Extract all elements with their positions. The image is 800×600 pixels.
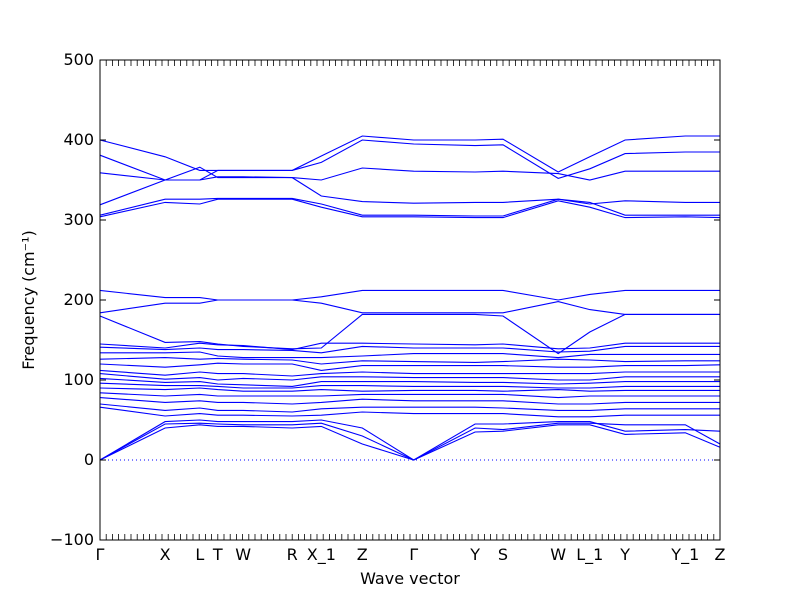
band-line [99,139,720,181]
y-tick-label: 500 [63,50,94,69]
kpoint-label: X_1 [307,545,336,565]
band-line [99,289,720,301]
band-line [99,397,720,405]
kpoint-label: T [212,545,223,564]
kpoint-label: Z [357,545,368,564]
y-tick-label: 100 [63,370,94,389]
kpoint-label: Z [715,545,726,564]
band-line [99,313,720,355]
band-line [99,377,720,387]
y-tick-label: 200 [63,290,94,309]
y-tick-label: 300 [63,210,94,229]
band-line [99,342,720,351]
kpoint-label: X [160,545,171,564]
kpoint-label: Y_1 [670,545,699,565]
y-tick-label: 400 [63,130,94,149]
y-axis-title: Frequency (cm⁻¹) [19,230,38,369]
x-axis-ticks: Γ X L T W R X_1 Z Γ Y S W L_1 Y Y_1 Z [96,60,726,565]
band-line [99,198,721,219]
band-line [100,351,720,359]
kpoint-label: Y [619,545,630,564]
band-line [99,406,720,418]
kpoint-label: Γ [409,545,418,564]
band-line [99,362,721,371]
band-line [99,387,720,392]
band-line [99,422,721,461]
band-lines [99,135,721,461]
band-line [99,167,720,181]
band-line [99,392,720,399]
band-line [99,197,720,217]
kpoint-label: L [195,545,204,564]
band-line [99,345,720,354]
band-line [99,403,720,413]
band-line [99,419,721,461]
band-line [99,135,720,173]
kpoint-label: S [498,545,508,564]
y-tick-label: −100 [50,530,94,549]
band-line [99,373,720,381]
band-line [99,299,720,315]
band-line [99,369,720,377]
kpoint-label: R [287,545,298,564]
kpoint-label: W [235,545,251,564]
kpoint-label: L_1 [576,545,603,565]
x-axis-title: Wave vector [360,569,460,588]
kpoint-label: Γ [96,545,105,564]
y-tick-label: 0 [84,450,94,469]
band-line [99,424,721,461]
kpoint-label: Y [469,545,480,564]
plot-frame [99,59,721,541]
band-line [99,357,720,365]
kpoint-label: W [550,545,566,564]
band-line [99,166,720,206]
y-axis-ticks: −100 0 100 200 300 400 500 [50,50,720,549]
band-line [99,382,720,389]
